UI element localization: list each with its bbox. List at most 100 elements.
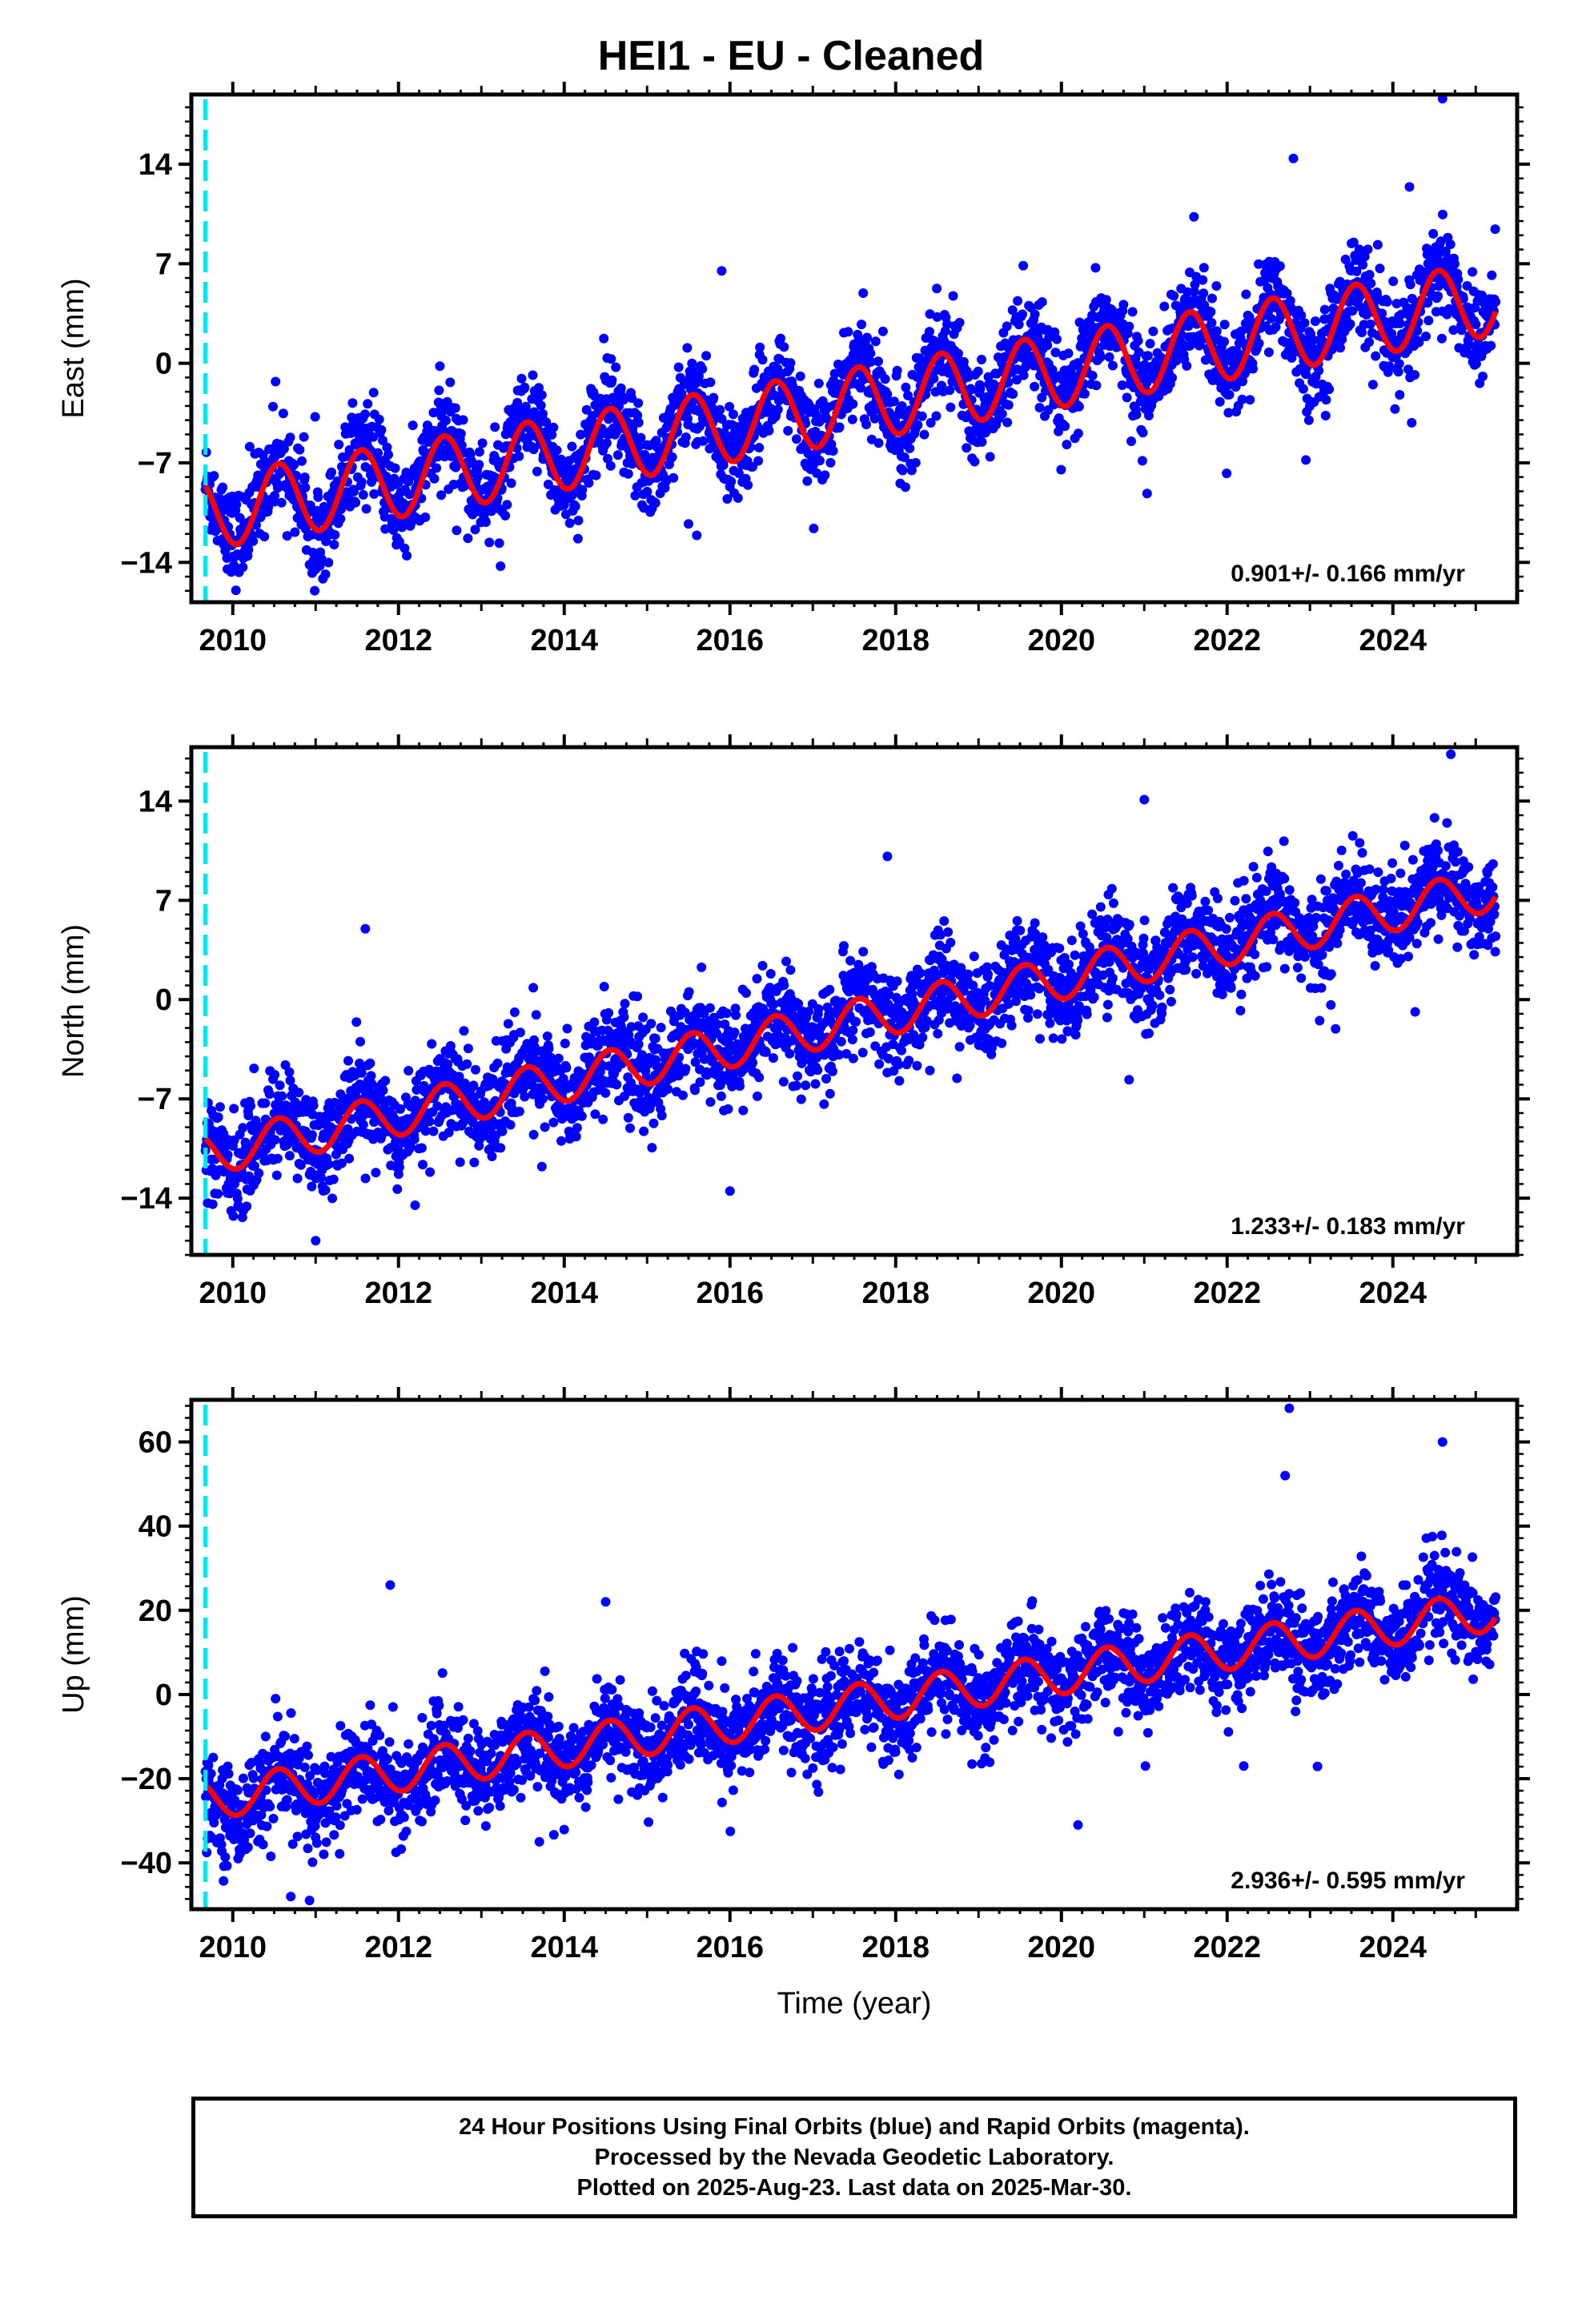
data-point — [542, 1031, 552, 1041]
data-point — [1182, 287, 1193, 297]
data-point — [603, 453, 612, 464]
data-point — [796, 1094, 806, 1104]
data-point — [528, 1129, 539, 1140]
data-point — [1002, 417, 1013, 428]
data-point — [1207, 318, 1217, 328]
data-point — [819, 1099, 829, 1109]
data-point — [516, 373, 527, 384]
data-point — [1335, 343, 1346, 353]
data-point — [1134, 348, 1144, 357]
data-point — [845, 955, 856, 966]
data-point — [721, 1008, 732, 1019]
data-point — [1390, 404, 1400, 414]
y-tick-label: −7 — [138, 447, 172, 480]
data-point — [404, 489, 415, 500]
data-point — [825, 1088, 835, 1099]
data-point — [906, 465, 917, 476]
data-point — [394, 1162, 404, 1172]
data-point — [910, 457, 921, 468]
data-point — [1445, 239, 1456, 250]
data-point — [857, 320, 866, 330]
data-point — [952, 1073, 962, 1084]
data-point — [590, 1109, 600, 1120]
data-point — [235, 513, 245, 523]
data-point — [1095, 352, 1106, 362]
data-point — [814, 456, 825, 466]
data-point — [802, 476, 813, 486]
data-point — [753, 456, 764, 466]
model-fit-line — [203, 267, 1499, 547]
data-point — [503, 1019, 513, 1029]
data-point — [368, 388, 379, 398]
data-point — [785, 965, 796, 975]
data-point — [344, 1153, 355, 1164]
data-point — [785, 1048, 795, 1059]
data-point — [1190, 279, 1200, 290]
y-tick-label: 14 — [139, 148, 172, 182]
data-point — [695, 421, 705, 432]
data-point — [347, 398, 358, 408]
data-point — [904, 1055, 914, 1066]
data-point — [825, 457, 836, 468]
data-point — [484, 537, 495, 548]
data-point — [228, 1211, 239, 1221]
data-point — [588, 411, 598, 421]
data-point — [946, 402, 956, 412]
data-point — [547, 429, 557, 440]
data-point — [812, 468, 822, 478]
data-point — [429, 473, 440, 484]
data-point — [725, 401, 735, 412]
data-point — [1471, 359, 1481, 369]
data-point — [359, 409, 370, 420]
data-point — [1414, 337, 1424, 348]
data-point — [567, 490, 577, 501]
data-point — [907, 989, 917, 999]
data-point — [1189, 287, 1199, 297]
x-tick-label: 2024 — [1359, 624, 1427, 657]
data-point — [1421, 332, 1431, 341]
data-point — [899, 452, 909, 462]
data-point — [714, 1062, 725, 1072]
data-point — [1319, 304, 1330, 315]
x-tick-label: 2018 — [861, 624, 930, 657]
data-point — [785, 358, 796, 368]
data-point — [1206, 307, 1216, 317]
data-point — [797, 405, 807, 416]
data-point — [754, 1072, 765, 1083]
data-point — [729, 1027, 740, 1038]
data-point — [548, 422, 559, 432]
data-point — [248, 536, 259, 546]
data-point — [1199, 288, 1209, 299]
data-point — [1073, 428, 1083, 439]
data-point — [229, 1104, 239, 1114]
data-point — [752, 974, 762, 984]
data-point — [848, 1053, 858, 1063]
data-point — [749, 364, 760, 375]
data-point — [1198, 275, 1208, 285]
data-point — [1124, 321, 1134, 332]
data-point — [954, 317, 965, 328]
data-point — [223, 1150, 233, 1160]
data-point — [356, 477, 367, 487]
data-point — [444, 1128, 454, 1138]
data-point — [733, 468, 744, 478]
data-point — [681, 432, 691, 442]
data-point — [543, 479, 553, 489]
data-point — [369, 489, 379, 499]
data-point — [865, 348, 876, 359]
data-point — [420, 512, 431, 522]
data-point — [858, 947, 869, 957]
data-point — [515, 1027, 525, 1038]
data-point — [455, 1157, 465, 1168]
data-point — [271, 376, 281, 387]
data-point — [1490, 224, 1500, 235]
data-point — [1395, 390, 1405, 400]
data-point — [299, 472, 310, 482]
data-point — [942, 319, 952, 329]
data-point — [1453, 275, 1464, 285]
data-point — [848, 399, 858, 409]
data-point — [308, 1100, 319, 1111]
data-point — [331, 1149, 341, 1160]
plot-area — [200, 94, 1501, 596]
data-point — [822, 1002, 833, 1012]
